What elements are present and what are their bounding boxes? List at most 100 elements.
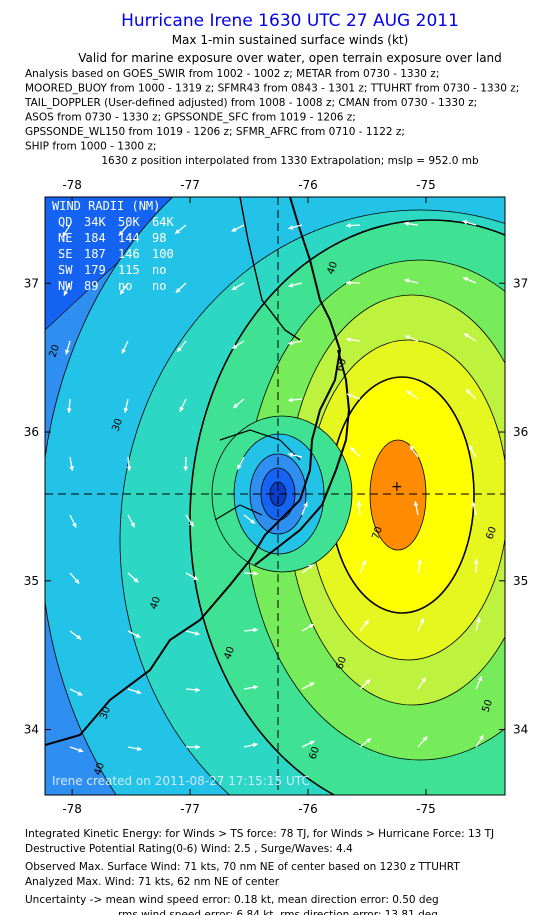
arrow-head [179,406,184,412]
radii-cell: 100 [152,247,174,261]
analysis-line: TAIL_DOPPLER (User-defined adjusted) fro… [24,97,477,109]
arrow-head [468,444,474,450]
arrow-head [422,736,428,742]
lat-label: 35 [24,574,39,588]
arrow-head [136,689,142,695]
arrow-head [253,571,258,576]
radii-title: WIND RADII (NM) [52,199,160,213]
lon-label: -78 [62,802,82,816]
lon-label: -78 [62,178,82,192]
arrow-head [404,278,410,284]
arrow-head [346,337,351,343]
arrow-head [76,634,82,640]
arrow-head [74,578,80,584]
arrow-head [288,397,293,403]
radii-cell: 184 [84,231,106,245]
arrow-head [130,522,135,528]
arrow-head [78,747,84,753]
arrow-head [346,393,352,398]
arrow-head [308,564,314,570]
arrow-head [309,740,315,746]
title: Hurricane Irene 1630 UTC 27 AUG 2011 [121,11,459,31]
arrow-head [65,349,70,355]
arrow-head [288,282,294,288]
arrow-head [463,277,469,282]
wind-field: + 20 30 40 40 60 70 60 50 60 40 30 40 60 [45,197,505,795]
contour-label: 60 [334,655,349,671]
arrow-head [406,390,412,396]
radii-cell: NW [58,279,73,293]
radii-cell: 98 [152,231,166,245]
contour-label: 70 [370,525,385,541]
contour-label: 40 [222,645,237,661]
arrow-head [364,620,369,626]
analysis-line: SHIP from 1000 - 1300 z; [25,141,156,153]
radii-cell: SE [58,247,72,261]
lat-label: 34 [24,723,39,737]
arrow-head [72,522,77,528]
radii-cell: 115 [118,263,140,277]
arrow-head [288,452,294,458]
arrow-head [233,403,239,408]
arrow-head [183,466,189,471]
contour-label: 40 [92,761,107,777]
watermark: Irene created on 2011-08-27 17:15:15 UTC [52,774,310,788]
radii-cell: 179 [84,263,106,277]
arrow-head [309,624,315,629]
arrow-head [137,746,142,752]
contour-label: 20 [47,343,62,359]
radii-cell: NE [58,231,72,245]
arrow-head [232,344,238,349]
arrow-head [405,335,411,340]
arrow-head [253,684,258,690]
arrow-head [118,230,124,236]
lon-label: -77 [180,802,200,816]
radii-cell: 64K [152,215,174,229]
footer-line: Analyzed Max. Wind: 71 kts, 62 nm NE of … [25,876,280,888]
arrow-head [66,408,72,413]
arrow-head [346,280,351,286]
radii-cell: 187 [84,247,106,261]
radii-cell: no [152,263,166,277]
arrow-head [404,221,409,227]
contour-label: 40 [148,595,163,611]
arrow-head [309,682,315,687]
arrow-head [253,627,258,633]
subtitle: Max 1-min sustained surface winds (kt) [172,33,409,47]
contour-label: 30 [110,417,125,433]
arrow-head [62,231,67,237]
radii-cell: SW [58,263,73,277]
arrow-head [473,559,479,564]
arrow-head [464,333,470,338]
radii-cell: 146 [118,247,140,261]
arrow-head [123,407,129,413]
analysis-line: ASOS from 0730 - 1330 z; GPSSONDE_SFC fr… [25,112,356,124]
arrow-head [479,735,484,741]
lon-label: -75 [416,178,436,192]
analysis-line: GPSSONDE_WL150 from 1019 - 1206 z; SFMR_… [25,126,405,138]
arrow-head [175,229,181,234]
arrow-head [252,742,258,748]
arrow-head [121,348,127,354]
arrow-head [409,445,415,451]
arrow-head [177,346,182,352]
arrow-head [421,677,426,683]
lon-label: -75 [416,802,436,816]
arrow-head [465,389,471,395]
arrow-head [69,466,75,471]
radii-cell: 89 [84,279,98,293]
radii-cell: QD [58,215,72,229]
lat-label: 36 [513,425,528,439]
analysis-line: MOORED_BUOY from 1000 - 1319 z; SFMR43 f… [25,83,519,95]
lat-label: 34 [513,723,528,737]
lon-label: -77 [180,178,200,192]
radii-cell: 50K [118,215,140,229]
arrow-head [63,290,69,296]
arrow-head [231,285,237,290]
arrow-head [356,501,362,506]
lon-label: -76 [298,802,318,816]
arrow-head [361,560,367,566]
footer-line: rms wind speed error: 6.84 kt, rms direc… [118,909,438,915]
